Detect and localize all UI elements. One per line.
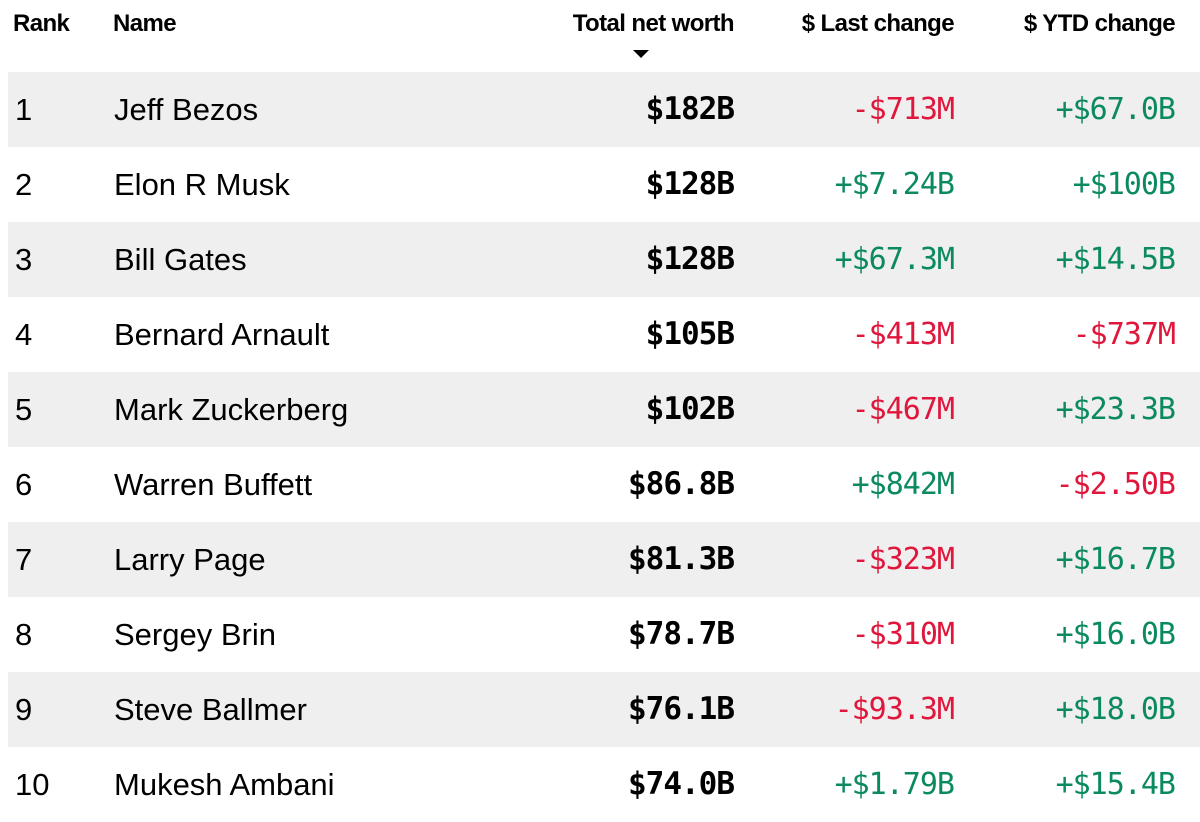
last-change-cell: +$1.79B — [834, 767, 955, 802]
rank-cell: 8 — [15, 617, 33, 652]
total-net-worth-cell: $76.1B — [628, 691, 735, 727]
rank-cell: 3 — [15, 242, 33, 277]
last-change-cell: -$413M — [851, 317, 955, 352]
last-change-cell: -$310M — [851, 617, 955, 652]
column-header-name[interactable]: Name — [113, 10, 177, 37]
last-change-cell: +$67.3M — [834, 242, 955, 277]
rank-cell: 2 — [15, 167, 33, 202]
rank-cell: 10 — [15, 767, 50, 802]
total-net-worth-cell: $128B — [645, 241, 735, 277]
ytd-change-cell: +$18.0B — [1055, 692, 1176, 727]
column-header-ytd-change[interactable]: $ YTD change — [1023, 10, 1176, 37]
ytd-change-cell: -$2.50B — [1055, 467, 1176, 502]
ytd-change-cell: +$15.4B — [1055, 767, 1176, 802]
table-row[interactable]: 6 Warren Buffett $86.8B +$842M -$2.50B — [8, 447, 1200, 522]
ytd-change-cell: +$16.0B — [1055, 617, 1176, 652]
total-net-worth-cell: $81.3B — [628, 541, 735, 577]
total-net-worth-cell: $86.8B — [628, 466, 735, 502]
billionaires-table: Rank Name Total net worth $ Last change … — [8, 0, 1200, 822]
name-cell: Mukesh Ambani — [114, 767, 335, 802]
ytd-change-cell: -$737M — [1072, 317, 1176, 352]
last-change-cell: -$713M — [851, 92, 955, 127]
name-cell: Larry Page — [114, 542, 266, 577]
table-row[interactable]: 10 Mukesh Ambani $74.0B +$1.79B +$15.4B — [8, 747, 1200, 822]
total-net-worth-cell: $182B — [645, 91, 735, 127]
rank-cell: 4 — [15, 317, 33, 352]
total-net-worth-cell: $74.0B — [628, 766, 735, 802]
name-cell: Jeff Bezos — [114, 92, 259, 127]
table-row[interactable]: 3 Bill Gates $128B +$67.3M +$14.5B — [8, 222, 1200, 297]
ytd-change-cell: +$100B — [1072, 167, 1176, 202]
table-row[interactable]: 2 Elon R Musk $128B +$7.24B +$100B — [8, 147, 1200, 222]
column-header-last-change[interactable]: $ Last change — [801, 10, 955, 37]
table-header: Rank Name Total net worth $ Last change … — [8, 0, 1200, 72]
table-row[interactable]: 4 Bernard Arnault $105B -$413M -$737M — [8, 297, 1200, 372]
name-cell: Bill Gates — [114, 242, 247, 277]
total-net-worth-cell: $128B — [645, 166, 735, 202]
total-net-worth-cell: $78.7B — [628, 616, 735, 652]
ytd-change-cell: +$67.0B — [1055, 92, 1176, 127]
table-row[interactable]: 7 Larry Page $81.3B -$323M +$16.7B — [8, 522, 1200, 597]
table-row[interactable]: 5 Mark Zuckerberg $102B -$467M +$23.3B — [8, 372, 1200, 447]
rank-cell: 7 — [15, 542, 33, 577]
total-net-worth-cell: $105B — [645, 316, 735, 352]
name-cell: Steve Ballmer — [114, 692, 307, 727]
last-change-cell: +$7.24B — [834, 167, 955, 202]
last-change-cell: -$467M — [851, 392, 955, 427]
last-change-cell: -$93.3M — [834, 692, 955, 727]
table-row[interactable]: 8 Sergey Brin $78.7B -$310M +$16.0B — [8, 597, 1200, 672]
column-header-rank[interactable]: Rank — [13, 10, 70, 37]
table-row[interactable]: 9 Steve Ballmer $76.1B -$93.3M +$18.0B — [8, 672, 1200, 747]
ytd-change-cell: +$16.7B — [1055, 542, 1176, 577]
ytd-change-cell: +$14.5B — [1055, 242, 1176, 277]
rank-cell: 5 — [15, 392, 33, 427]
name-cell: Bernard Arnault — [114, 317, 330, 352]
total-net-worth-cell: $102B — [645, 391, 735, 427]
column-header-total-net-worth[interactable]: Total net worth — [572, 10, 735, 37]
name-cell: Warren Buffett — [114, 467, 313, 502]
last-change-cell: -$323M — [851, 542, 955, 577]
rank-cell: 6 — [15, 467, 33, 502]
sort-descending-icon[interactable] — [633, 50, 649, 58]
table-body: 1 Jeff Bezos $182B -$713M +$67.0B 2 Elon R Mus… — [8, 72, 1200, 822]
table-row[interactable]: 1 Jeff Bezos $182B -$713M +$67.0B — [8, 72, 1200, 147]
rank-cell: 1 — [15, 92, 33, 127]
name-cell: Elon R Musk — [114, 167, 290, 202]
last-change-cell: +$842M — [851, 467, 955, 502]
name-cell: Mark Zuckerberg — [114, 392, 349, 427]
name-cell: Sergey Brin — [114, 617, 276, 652]
rank-cell: 9 — [15, 692, 33, 727]
ytd-change-cell: +$23.3B — [1055, 392, 1176, 427]
